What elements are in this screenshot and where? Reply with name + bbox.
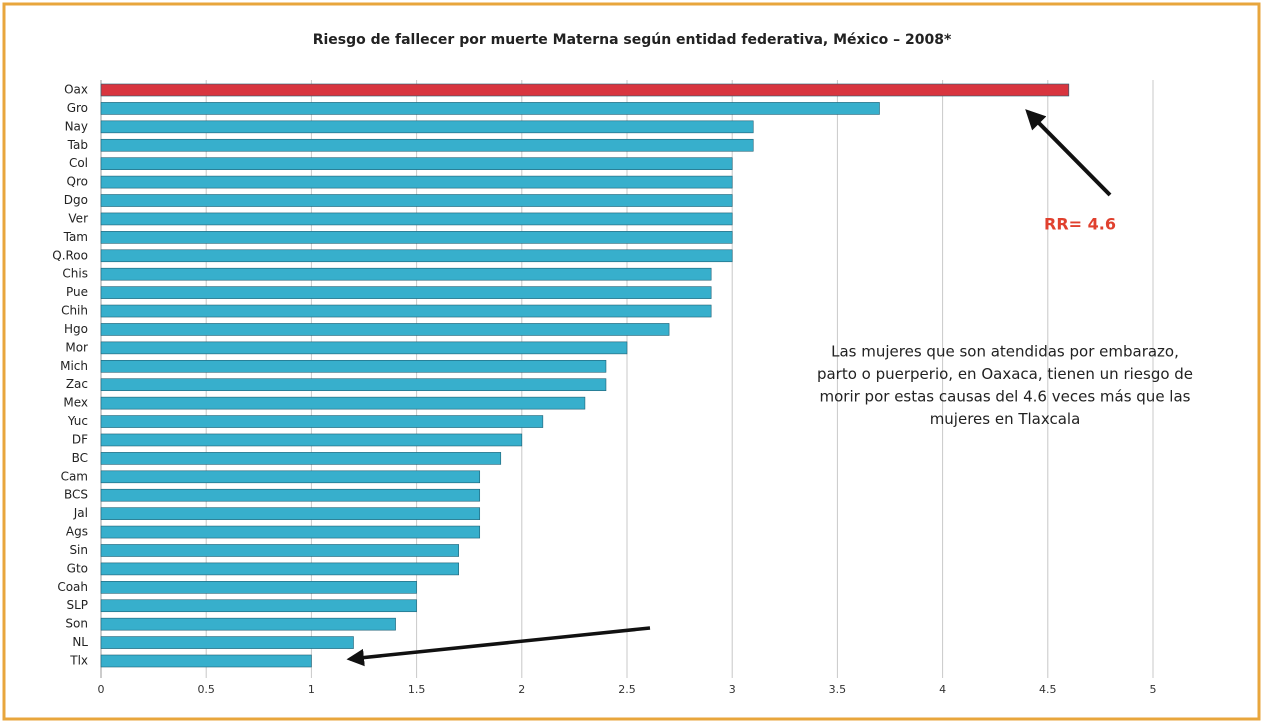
- y-tick-label: Q.Roo: [52, 248, 88, 262]
- y-tick-label: Oax: [64, 83, 88, 97]
- bar: [100, 507, 481, 520]
- y-tick-label: Gto: [67, 561, 88, 575]
- x-tick-label: 5: [1150, 683, 1157, 696]
- bar: [100, 102, 880, 115]
- bar: [100, 433, 523, 447]
- y-tick-label: Chih: [61, 304, 88, 318]
- bar: [100, 396, 586, 410]
- bar: [100, 581, 417, 594]
- bar: [100, 212, 733, 226]
- y-tick-label: Hgo: [64, 322, 88, 336]
- bar: [100, 194, 733, 207]
- y-tick-label: SLP: [66, 598, 88, 612]
- note-line: mujeres en Tlaxcala: [930, 410, 1081, 428]
- x-tick-label: 2.5: [618, 683, 636, 696]
- y-tick-label: Cam: [61, 469, 88, 483]
- bar: [100, 562, 459, 576]
- bar: [100, 175, 733, 189]
- y-tick-label: DF: [72, 432, 88, 446]
- x-tick-label: 0.5: [197, 683, 215, 696]
- y-tick-label: Ver: [68, 211, 88, 225]
- y-tick-label: Jal: [73, 506, 88, 520]
- x-tick-label: 3.5: [829, 683, 847, 696]
- bar: [100, 415, 544, 428]
- y-tick-label: Nay: [65, 119, 88, 133]
- rr-annotation: RR= 4.6: [1044, 215, 1116, 234]
- y-tick-label: BC: [72, 451, 88, 465]
- bar: [100, 359, 607, 373]
- arrow: [1025, 109, 1112, 197]
- y-tick-label: Tam: [63, 230, 88, 244]
- y-tick-label: Chis: [62, 267, 88, 281]
- chart-title: Riesgo de fallecer por muerte Materna se…: [313, 32, 952, 48]
- bar: [100, 286, 712, 299]
- note-line: Las mujeres que son atendidas por embara…: [831, 343, 1179, 361]
- y-tick-label: Gro: [67, 101, 88, 115]
- y-tick-label: Tlx: [69, 654, 88, 668]
- bar: [100, 617, 396, 631]
- bar: [100, 157, 733, 170]
- y-tick-label: Ags: [66, 525, 88, 539]
- bar: [100, 83, 1070, 97]
- y-tick-label: Dgo: [64, 193, 88, 207]
- note-line: morir por estas causas del 4.6 veces más…: [820, 388, 1191, 406]
- y-tick-label: BCS: [64, 488, 88, 502]
- bar: [100, 488, 481, 502]
- y-tick-label: Son: [65, 617, 88, 631]
- y-tick-label: Mor: [65, 340, 88, 354]
- arrow: [346, 626, 651, 667]
- y-tick-label: Sin: [69, 543, 88, 557]
- y-tick-label: Mex: [63, 396, 88, 410]
- x-tick-label: 0: [98, 683, 105, 696]
- bar: [100, 231, 733, 244]
- y-tick-label: Pue: [66, 285, 88, 299]
- y-tick-label: NL: [72, 635, 88, 649]
- bar: [100, 599, 417, 613]
- bar: [100, 138, 754, 152]
- bar: [100, 323, 670, 336]
- y-tick-label: Yuc: [67, 414, 88, 428]
- bar: [100, 525, 481, 539]
- bar: [100, 378, 607, 392]
- y-tick-label: Qro: [67, 175, 88, 189]
- bar: [100, 654, 312, 668]
- x-tick-label: 4.5: [1039, 683, 1057, 696]
- bar: [100, 249, 733, 263]
- x-tick-label: 1.5: [408, 683, 426, 696]
- y-tick-label: Coah: [57, 580, 88, 594]
- x-tick-label: 1: [308, 683, 315, 696]
- note-line: parto o puerperio, en Oaxaca, tienen un …: [817, 365, 1193, 383]
- bar: [100, 304, 712, 318]
- x-tick-label: 2: [518, 683, 525, 696]
- y-tick-label: Tab: [67, 138, 88, 152]
- note: Las mujeres que son atendidas por embara…: [817, 343, 1193, 429]
- bar: [100, 267, 712, 281]
- bars: Oax Gro Nay Tab Col Qro Dgo Ver Tam Q.Roo Chis Pue C…: [52, 83, 1070, 668]
- bar: [100, 120, 754, 134]
- bar: [100, 341, 628, 355]
- bar: [100, 544, 459, 557]
- y-tick-label: Col: [69, 156, 88, 170]
- bar: [100, 636, 354, 649]
- bar: [100, 470, 481, 484]
- y-tick-label: Zac: [66, 377, 88, 391]
- x-tick-label: 4: [939, 683, 946, 696]
- x-tick-label: 3: [729, 683, 736, 696]
- bar: [100, 452, 502, 465]
- y-tick-label: Mich: [60, 359, 88, 373]
